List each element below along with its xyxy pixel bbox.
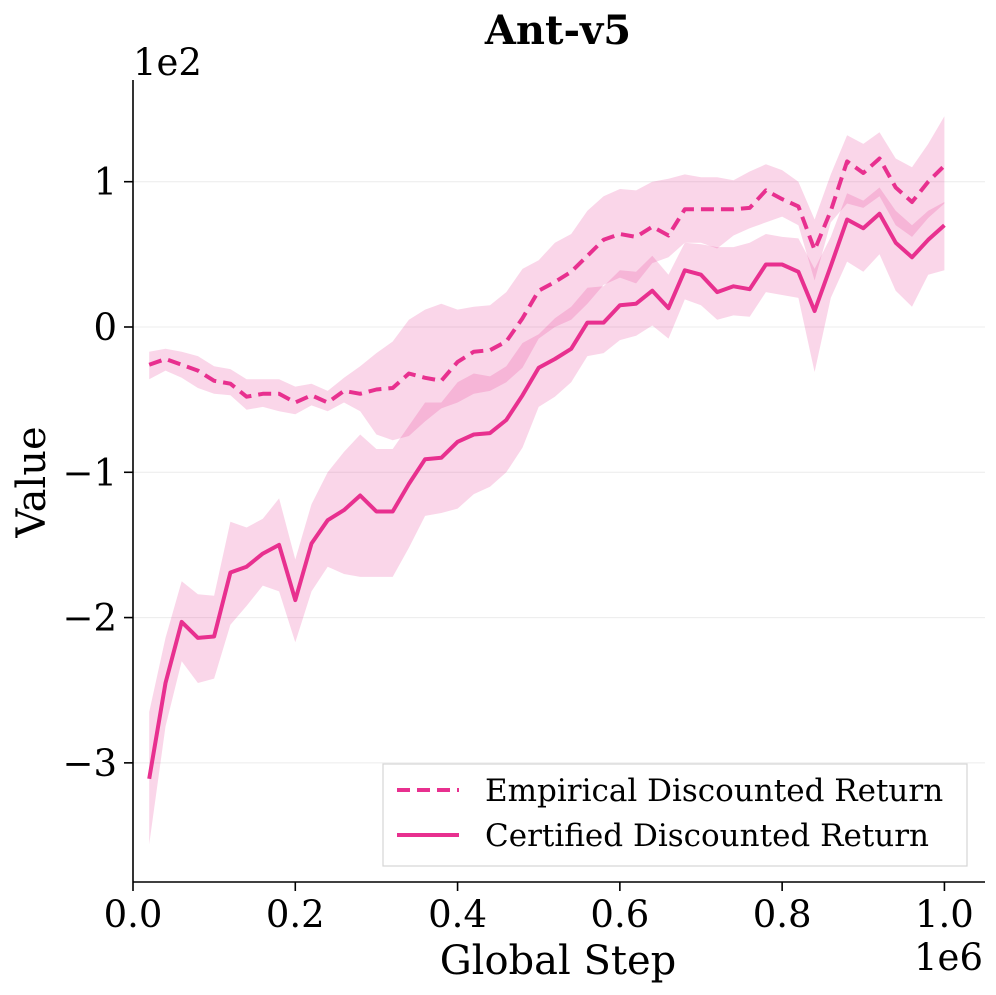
confidence-bands — [149, 116, 945, 845]
y-axis-ticks: −3 −2 −1 0 1 — [62, 161, 133, 785]
legend-box — [382, 763, 968, 867]
empirical-series-line — [148, 156, 946, 405]
y-tick-label: 1 — [93, 161, 117, 204]
y-axis-label: Value — [9, 426, 55, 538]
x-tick-label: 0.0 — [104, 893, 163, 936]
grid-lines — [133, 181, 985, 764]
x-axis-label: Global Step — [440, 938, 677, 984]
certified-confidence-band — [149, 187, 945, 845]
x-offset-label: 1e6 — [914, 936, 983, 979]
x-tick-label: 0.6 — [590, 893, 649, 936]
y-tick-label: −1 — [62, 451, 117, 494]
y-offset-label: 1e2 — [133, 41, 202, 84]
y-tick-label: 0 — [93, 306, 117, 349]
series-lines — [147, 156, 946, 780]
legend: Empirical Discounted Return Certified Di… — [382, 763, 968, 867]
legend-label-certified: Certified Discounted Return — [485, 818, 929, 854]
y-tick-label: −3 — [62, 742, 117, 785]
empirical-confidence-band — [149, 116, 945, 441]
x-tick-label: 0.2 — [266, 893, 325, 936]
x-tick-label: 0.8 — [753, 893, 812, 936]
legend-label-empirical: Empirical Discounted Return — [485, 773, 943, 809]
chart-title: Ant-v5 — [484, 7, 631, 54]
x-tick-label: 1.0 — [915, 893, 974, 936]
certified-series-line — [147, 211, 946, 780]
y-tick-label: −2 — [62, 597, 117, 640]
x-tick-label: 0.4 — [428, 893, 487, 936]
x-axis-ticks: 0.0 0.2 0.4 0.6 0.8 1.0 — [104, 882, 974, 936]
